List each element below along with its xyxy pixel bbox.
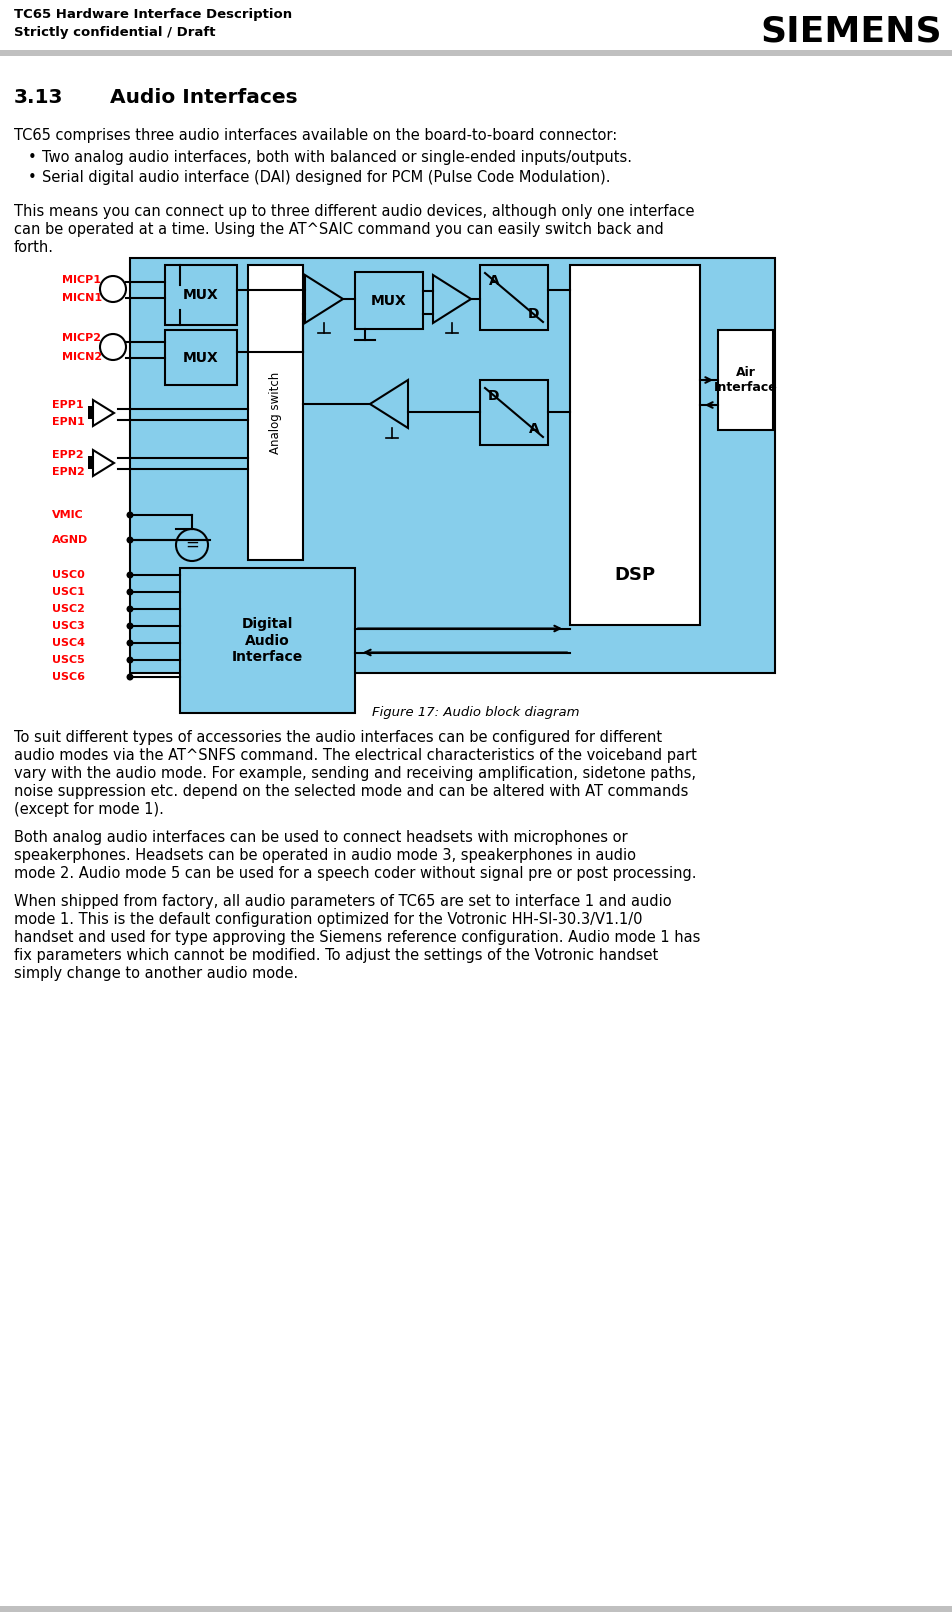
Bar	[88, 456, 93, 469]
Bar	[355, 272, 423, 328]
Text: Both analog audio interfaces can be used to connect headsets with microphones or: Both analog audio interfaces can be used…	[14, 830, 627, 845]
Bar	[0, 50, 952, 57]
Circle shape	[127, 673, 133, 681]
Text: can be operated at a time. Using the AT^SAIC command you can easily switch back : can be operated at a time. Using the AT^…	[14, 222, 663, 236]
Text: Digital
Audio
Interface: Digital Audio Interface	[231, 618, 303, 663]
Text: EPN1: EPN1	[52, 417, 85, 427]
Text: =: =	[185, 536, 199, 553]
Bar	[480, 265, 547, 330]
Circle shape	[127, 511, 133, 518]
Circle shape	[127, 623, 133, 629]
Text: vary with the audio mode. For example, sending and receiving amplification, side: vary with the audio mode. For example, s…	[14, 765, 695, 781]
Text: EPN2: EPN2	[52, 468, 85, 477]
Circle shape	[127, 639, 133, 647]
Text: 3.13: 3.13	[14, 87, 64, 107]
Text: D: D	[487, 388, 499, 403]
Bar	[248, 265, 303, 560]
Text: DSP: DSP	[614, 566, 655, 584]
Bar	[165, 265, 237, 325]
Text: USC4: USC4	[52, 637, 85, 647]
Text: MUX: MUX	[183, 351, 219, 364]
Text: speakerphones. Headsets can be operated in audio mode 3, speakerphones in audio: speakerphones. Headsets can be operated …	[14, 848, 635, 862]
Text: MICN2: MICN2	[62, 353, 102, 362]
Text: •: •	[28, 150, 37, 165]
Text: TC65 comprises three audio interfaces available on the board-to-board connector:: TC65 comprises three audio interfaces av…	[14, 128, 617, 142]
Circle shape	[127, 537, 133, 544]
Text: (except for mode 1).: (except for mode 1).	[14, 803, 164, 817]
Bar	[0, 1607, 952, 1612]
Text: handset and used for type approving the Siemens reference configuration. Audio m: handset and used for type approving the …	[14, 930, 700, 945]
Circle shape	[127, 605, 133, 613]
Text: TC65 Hardware Interface Description: TC65 Hardware Interface Description	[14, 8, 292, 21]
Text: A: A	[488, 273, 499, 288]
Circle shape	[127, 657, 133, 663]
Text: MUX: MUX	[183, 288, 219, 303]
Text: SIEMENS: SIEMENS	[760, 15, 941, 49]
Text: Figure 17: Audio block diagram: Figure 17: Audio block diagram	[372, 705, 579, 718]
Circle shape	[127, 571, 133, 579]
Text: D: D	[527, 307, 539, 320]
Text: mode 2. Audio mode 5 can be used for a speech coder without signal pre or post p: mode 2. Audio mode 5 can be used for a s…	[14, 866, 696, 880]
Text: MICP2: MICP2	[62, 333, 101, 343]
Text: To suit different types of accessories the audio interfaces can be configured fo: To suit different types of accessories t…	[14, 730, 662, 744]
Text: fix parameters which cannot be modified. To adjust the settings of the Votronic : fix parameters which cannot be modified.…	[14, 948, 658, 963]
Text: simply change to another audio mode.: simply change to another audio mode.	[14, 966, 298, 981]
Text: USC5: USC5	[52, 655, 85, 665]
Text: USC1: USC1	[52, 587, 85, 597]
Text: EPP2: EPP2	[52, 450, 84, 460]
Bar	[480, 380, 547, 445]
Text: A: A	[528, 422, 539, 435]
Text: USC2: USC2	[52, 604, 85, 613]
Text: Strictly confidential / Draft: Strictly confidential / Draft	[14, 26, 215, 39]
Text: audio modes via the AT^SNFS command. The electrical characteristics of the voice: audio modes via the AT^SNFS command. The…	[14, 748, 696, 764]
Text: This means you can connect up to three different audio devices, although only on: This means you can connect up to three d…	[14, 204, 694, 218]
Text: •: •	[28, 170, 37, 184]
Text: USC3: USC3	[52, 621, 85, 631]
Text: Analog switch: Analog switch	[268, 372, 282, 453]
Bar	[180, 568, 355, 714]
Text: USC0: USC0	[52, 570, 85, 579]
Text: Audio Interfaces: Audio Interfaces	[109, 87, 297, 107]
Text: MICP1: MICP1	[62, 275, 101, 285]
Text: When shipped from factory, all audio parameters of TC65 are set to interface 1 a: When shipped from factory, all audio par…	[14, 895, 671, 909]
Text: Serial digital audio interface (DAI) designed for PCM (Pulse Code Modulation).: Serial digital audio interface (DAI) des…	[42, 170, 610, 184]
Text: MUX: MUX	[370, 293, 407, 307]
Text: forth.: forth.	[14, 239, 54, 256]
Bar	[569, 265, 700, 625]
Text: VMIC: VMIC	[52, 510, 84, 519]
Text: USC6: USC6	[52, 671, 85, 683]
Text: EPP1: EPP1	[52, 400, 84, 409]
Circle shape	[127, 589, 133, 595]
Text: Air
Interface: Air Interface	[713, 366, 777, 395]
Text: AGND: AGND	[52, 536, 89, 545]
Bar	[88, 406, 93, 419]
Bar	[165, 330, 237, 385]
Text: Two analog audio interfaces, both with balanced or single-ended inputs/outputs.: Two analog audio interfaces, both with b…	[42, 150, 631, 165]
Text: noise suppression etc. depend on the selected mode and can be altered with AT co: noise suppression etc. depend on the sel…	[14, 785, 687, 799]
Text: MICN1: MICN1	[62, 293, 102, 303]
Bar	[717, 330, 772, 430]
Bar	[129, 257, 774, 673]
Text: mode 1. This is the default configuration optimized for the Votronic HH-SI-30.3/: mode 1. This is the default configuratio…	[14, 913, 642, 927]
